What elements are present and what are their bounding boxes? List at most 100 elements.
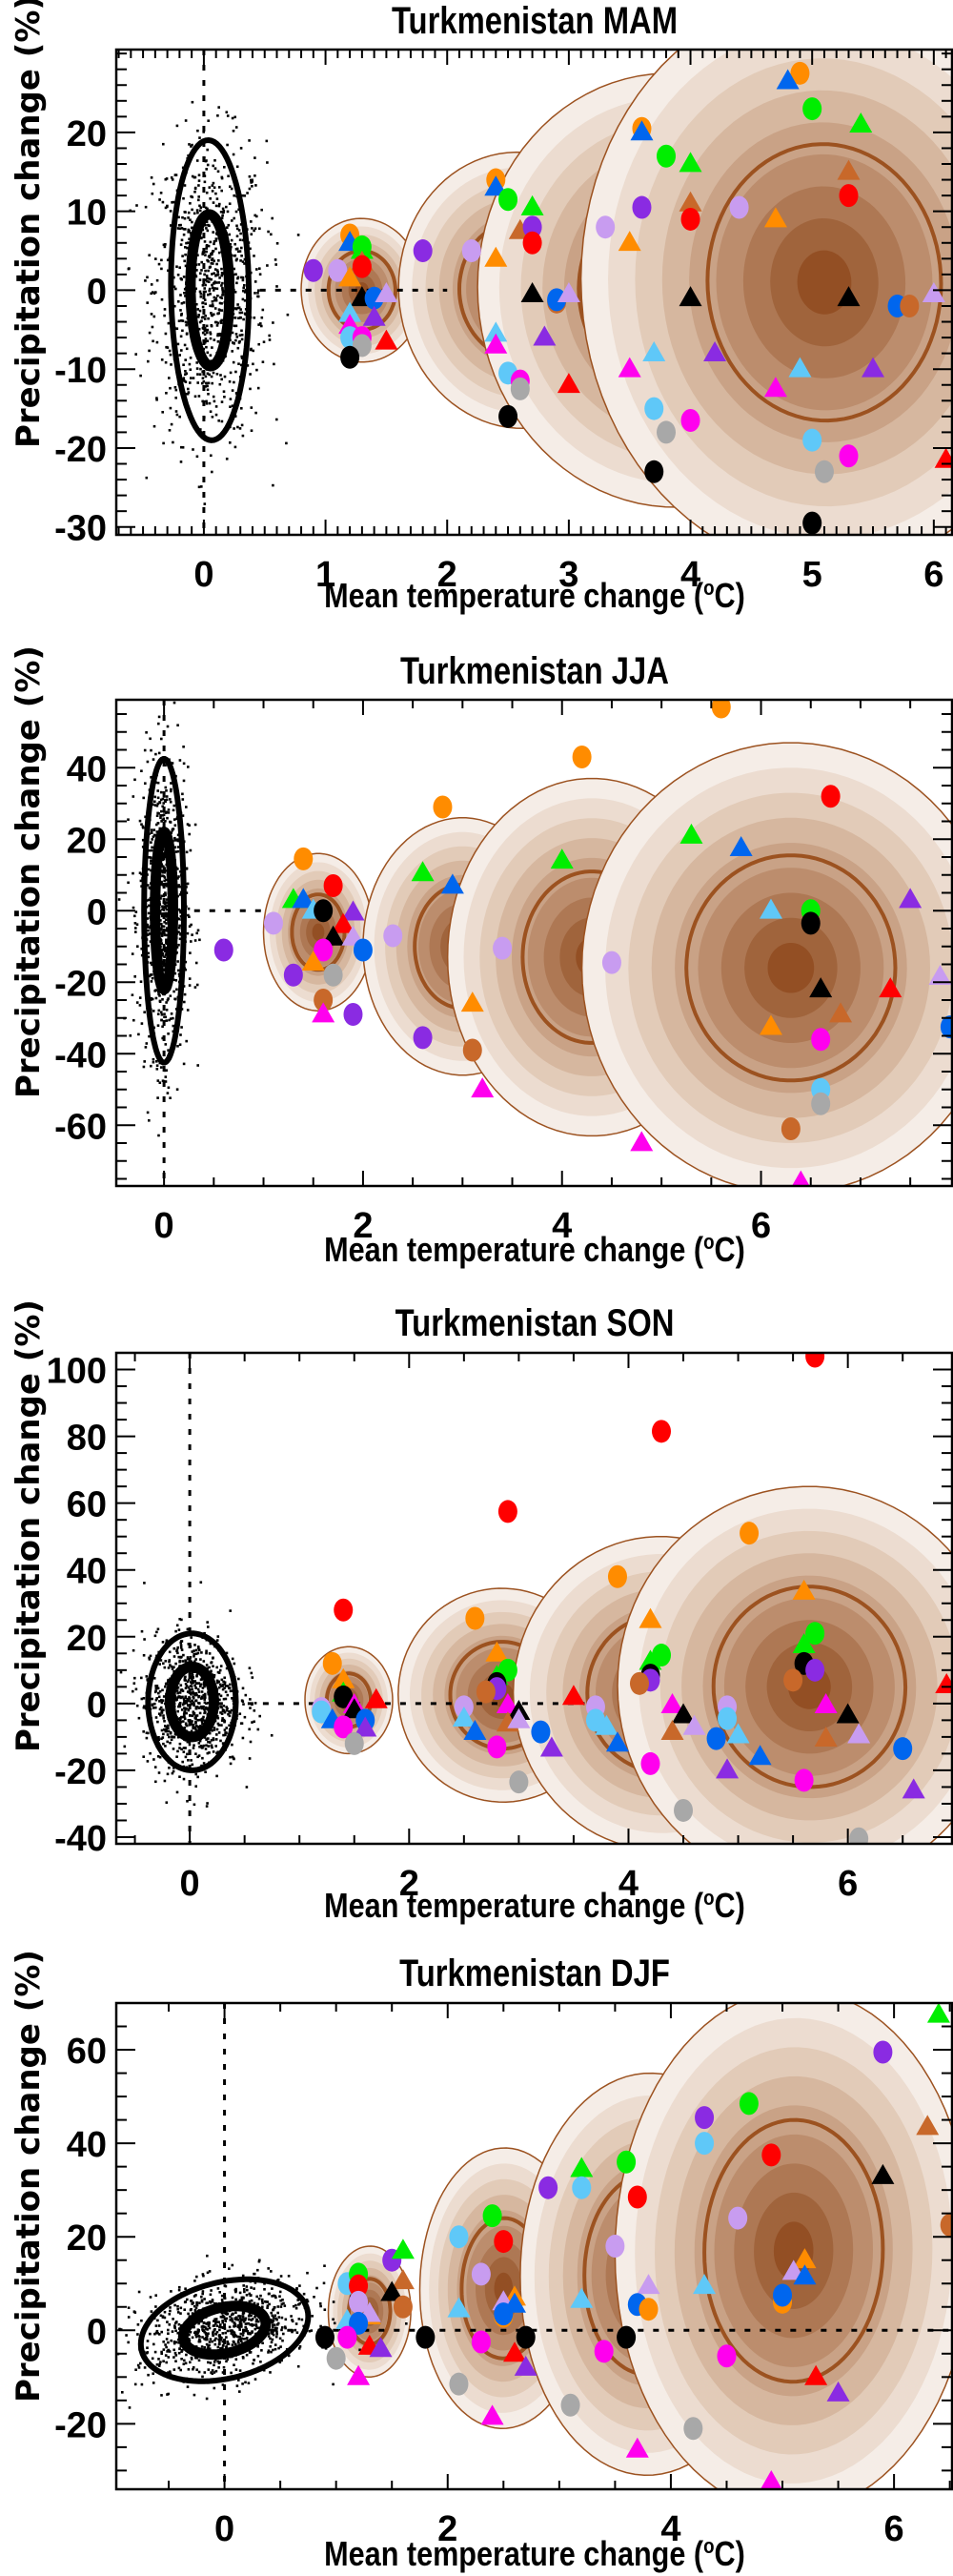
scatter-point: [177, 319, 181, 322]
scatter-point: [260, 2349, 263, 2352]
model-marker-triangle: [507, 1707, 531, 1728]
scatter-point: [205, 345, 208, 349]
scatter-point: [208, 287, 212, 291]
scatter-point: [280, 2316, 284, 2320]
scatter-point: [246, 192, 249, 194]
scatter-point: [220, 1724, 223, 1727]
scatter-point: [184, 246, 187, 249]
scatter-point: [184, 1755, 188, 1759]
scatter-point: [287, 2354, 291, 2358]
scatter-point: [182, 1720, 185, 1723]
model-marker-triangle: [637, 2274, 660, 2295]
scatter-point: [169, 353, 172, 357]
scatter-point: [216, 1635, 220, 1638]
scatter-point: [201, 1722, 204, 1726]
model-marker-circle: [706, 1727, 726, 1750]
scatter-point: [159, 1659, 163, 1662]
scatter-point: [205, 1649, 208, 1653]
scatter-point: [251, 227, 253, 230]
scatter-point: [249, 2332, 252, 2336]
scatter-point: [155, 1060, 158, 1063]
model-marker-circle: [462, 1038, 482, 1062]
scatter-point: [197, 1646, 200, 1650]
scatter-point: [214, 1745, 217, 1748]
scatter-point: [182, 1062, 186, 1066]
scatter-point: [174, 287, 177, 291]
scatter-point: [170, 422, 173, 426]
scatter-point: [213, 2363, 215, 2367]
scatter-point: [260, 316, 264, 319]
scatter-point: [295, 2287, 298, 2290]
model-marker-triangle: [809, 977, 833, 998]
scatter-point: [181, 1689, 185, 1692]
scatter-point: [177, 1655, 180, 1659]
scatter-point: [142, 1697, 146, 1700]
scatter-point: [162, 1708, 165, 1711]
scatter-point: [189, 232, 193, 235]
scatter-point: [180, 445, 183, 449]
scatter-point: [164, 929, 168, 932]
scatter-point: [176, 1045, 179, 1048]
scatter-point: [188, 925, 192, 928]
scatter-point: [187, 2312, 190, 2316]
scatter-point: [211, 2300, 214, 2303]
scatter-point: [151, 192, 154, 195]
model-marker-triangle: [338, 301, 362, 322]
scatter-point: [211, 257, 214, 260]
scatter-point: [162, 817, 165, 821]
scatter-point: [199, 1683, 202, 1687]
scatter-point: [279, 2345, 282, 2348]
scatter-point: [134, 353, 137, 356]
scatter-point: [275, 2326, 278, 2330]
scatter-point: [239, 2337, 243, 2341]
scatter-point: [160, 1701, 164, 1705]
model-marker-triangle: [625, 2437, 649, 2458]
scatter-point: [146, 301, 149, 304]
scatter-point: [248, 2318, 251, 2321]
scatter-point: [185, 393, 188, 396]
scatter-point: [210, 1669, 213, 1673]
scatter-point: [142, 1654, 146, 1657]
scatter-point: [274, 2323, 276, 2326]
scatter-point: [178, 1747, 181, 1749]
scatter-point: [218, 382, 222, 386]
scatter-point: [165, 798, 169, 802]
scatter-point: [269, 2371, 272, 2374]
scatter-point: [243, 2319, 247, 2321]
scatter-point: [266, 2300, 269, 2303]
scatter-point: [217, 281, 221, 284]
scatter-point: [164, 950, 167, 953]
scatter-point: [154, 996, 158, 1000]
scatter-point: [194, 1648, 198, 1652]
scatter-point: [194, 2356, 197, 2360]
scatter-point: [291, 2319, 294, 2321]
scatter-point: [260, 2298, 264, 2301]
scatter-point: [206, 384, 209, 388]
scatter-point: [195, 2332, 199, 2336]
scatter-point: [152, 1707, 155, 1709]
degree-sup: o: [703, 2534, 715, 2558]
scatter-point: [152, 1758, 155, 1761]
scatter-point: [211, 283, 213, 287]
scatter-point: [150, 176, 153, 179]
scatter-point: [195, 2275, 198, 2279]
scatter-point: [231, 2296, 234, 2300]
scatter-point: [221, 1717, 224, 1720]
scatter-point: [205, 247, 208, 250]
scatter-point: [241, 434, 245, 438]
scatter-point: [194, 1772, 197, 1776]
model-marker-circle: [263, 911, 283, 935]
scatter-point: [220, 378, 223, 381]
model-marker-circle: [629, 1671, 649, 1695]
scatter-point: [198, 938, 201, 942]
scatter-point: [186, 1740, 190, 1744]
scatter-point: [253, 2272, 255, 2276]
scatter-point: [157, 1738, 160, 1741]
scatter-point: [153, 1702, 156, 1706]
scatter-point: [236, 303, 239, 306]
model-marker-triangle: [928, 965, 952, 986]
scatter-point: [164, 206, 168, 210]
scatter-point: [239, 363, 243, 367]
scatter-point: [240, 423, 244, 427]
scatter-point: [224, 2331, 227, 2335]
